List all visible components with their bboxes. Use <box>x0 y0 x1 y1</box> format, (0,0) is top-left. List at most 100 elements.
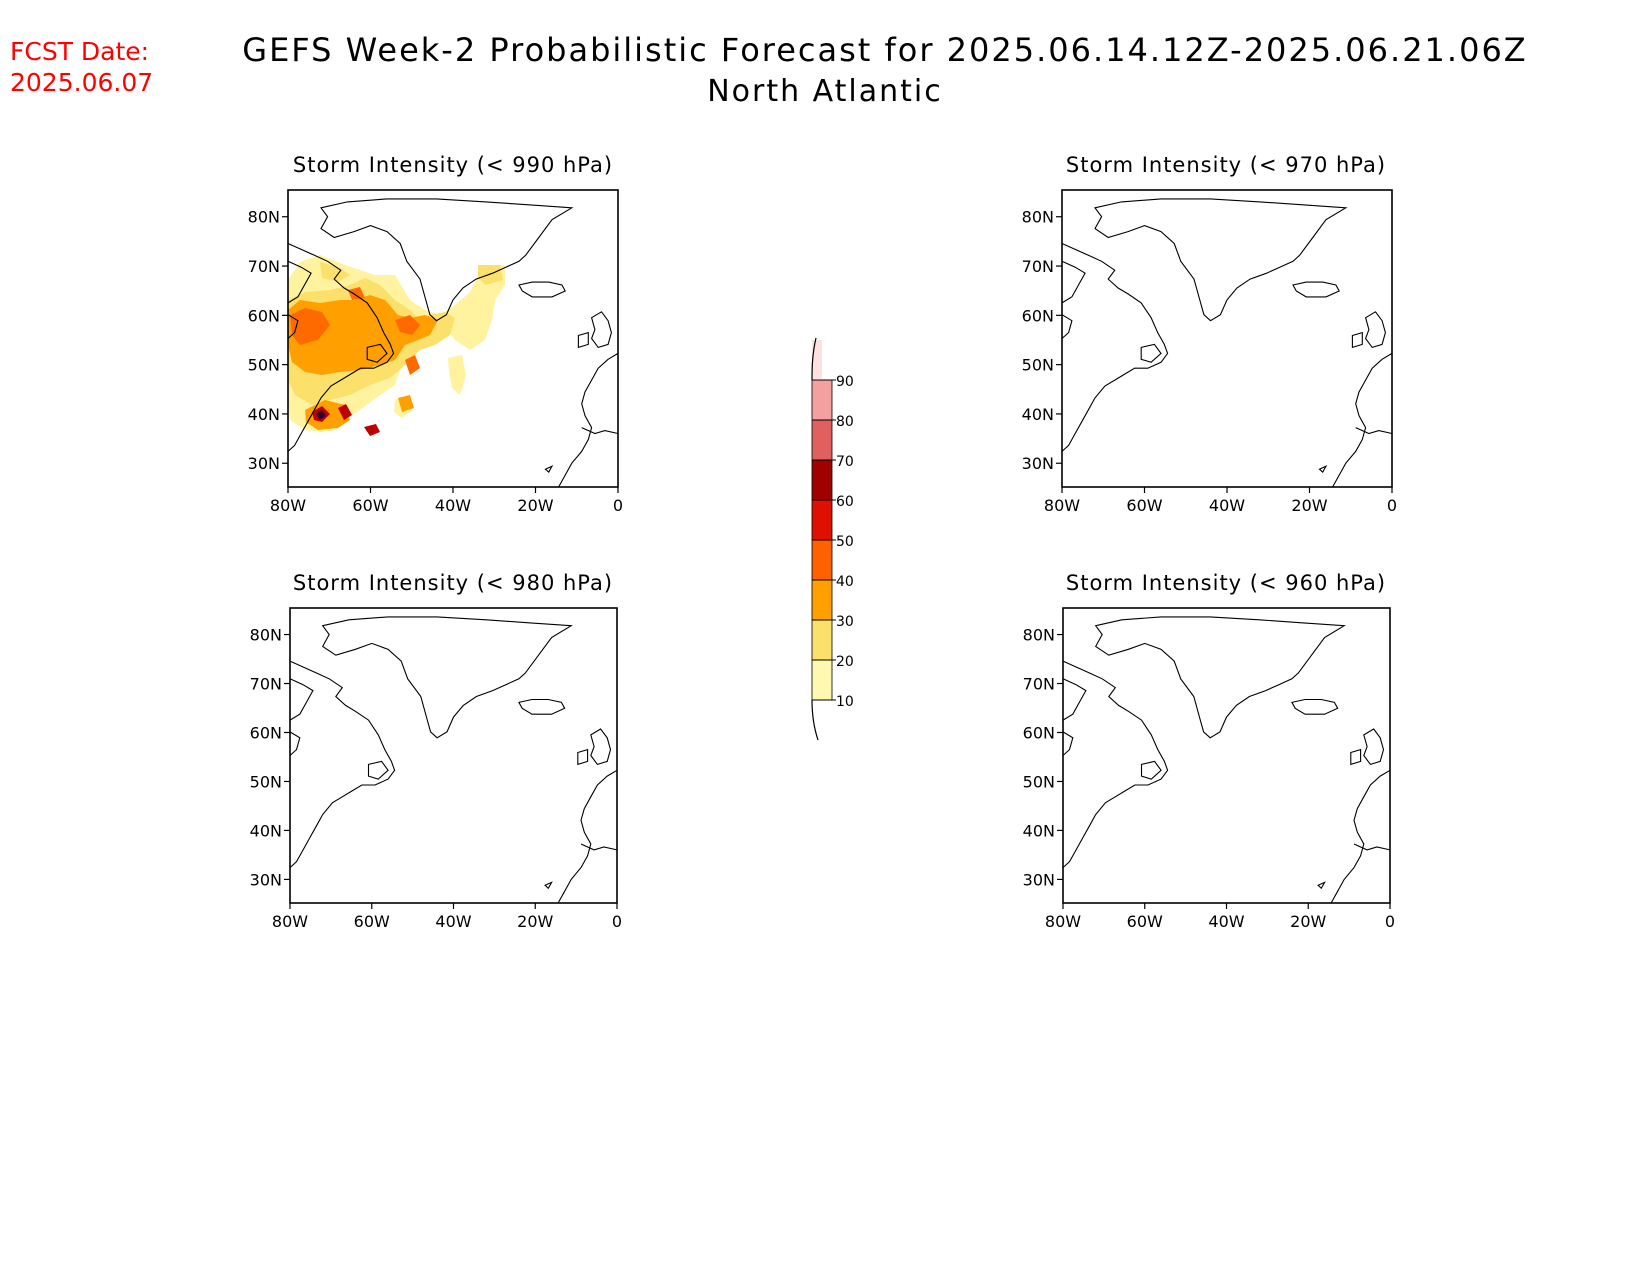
shade-red-2 <box>338 404 352 420</box>
lon-label: 20W <box>517 912 553 931</box>
lat-label: 60N <box>1022 306 1054 325</box>
lat-label: 50N <box>250 772 282 791</box>
colorbar-label: 90 <box>836 374 854 390</box>
coastline-europe <box>557 769 618 904</box>
lat-label: 40N <box>248 405 280 424</box>
map-panel-2: Storm Intensity (< 970 hPa) 80N 70N 60N 50N 4… <box>1022 153 1397 515</box>
colorbar-label: 60 <box>836 494 854 510</box>
coastline-iceland <box>1292 281 1340 298</box>
coastline-europe <box>1332 352 1393 488</box>
lat-label: 80N <box>1023 626 1055 645</box>
lon-label: 20W <box>1291 496 1327 515</box>
colorbar-box <box>812 420 832 460</box>
fcst-date: FCST Date: 2025.06.07 <box>10 36 153 98</box>
coastline-baffin <box>1061 260 1086 304</box>
colorbar: 10 20 30 40 50 60 70 80 90 <box>811 337 854 741</box>
coastline-britain <box>590 728 612 766</box>
coastline-hudson <box>287 314 299 339</box>
probability-shading <box>288 255 505 436</box>
map-panel-4: Storm Intensity (< 960 hPa) 80N 70N 60N 50N 4… <box>1023 571 1395 931</box>
colorbar-label: 80 <box>836 414 854 430</box>
coastline-greenland <box>320 198 574 322</box>
lat-label: 60N <box>248 306 280 325</box>
coastline-canaries <box>544 881 553 890</box>
colorbar-box <box>812 620 832 660</box>
coastlines <box>1062 616 1391 904</box>
coastline-greenland <box>1094 616 1346 739</box>
shade-light-blob-east <box>448 355 466 395</box>
fcst-date-label: FCST Date: <box>10 37 150 66</box>
lat-label: 40N <box>250 821 282 840</box>
coastline-baffin <box>1062 678 1087 721</box>
colorbar-box <box>812 460 832 500</box>
lon-label: 0 <box>613 496 623 515</box>
shade-red-3 <box>364 424 380 436</box>
coastline-newfoundland <box>367 760 389 780</box>
colorbar-label: 20 <box>836 654 854 670</box>
lon-label: 0 <box>612 912 622 931</box>
coastline-ireland <box>1351 331 1363 349</box>
lon-label: 80W <box>270 496 306 515</box>
colorbar-label: 70 <box>836 454 854 470</box>
colorbar-label: 50 <box>836 534 854 550</box>
map-frame <box>289 607 618 904</box>
map-panel-1: Storm Intensity (< 990 hPa) 80N 70N 60N 50N 4… <box>248 153 623 515</box>
colorbar-box <box>812 580 832 620</box>
lat-label: 40N <box>1023 821 1055 840</box>
map-frame <box>1062 607 1391 904</box>
panel-title: Storm Intensity (< 990 hPa) <box>293 153 613 177</box>
lat-label: 50N <box>1023 772 1055 791</box>
lat-label: 50N <box>248 356 280 375</box>
lon-label: 40W <box>1209 496 1245 515</box>
coastline-europe <box>1330 769 1391 904</box>
coastline-iceland <box>518 281 566 298</box>
coastline-iberia <box>1353 843 1391 851</box>
shade-dark-core-west <box>290 308 330 345</box>
coastline-newfoundland <box>1140 343 1162 363</box>
coastlines <box>1061 198 1393 488</box>
colorbar-label: 40 <box>836 574 854 590</box>
lon-label: 60W <box>354 912 390 931</box>
coastline-labrador <box>289 660 396 869</box>
lat-label: 30N <box>250 870 282 889</box>
lat-label: 40N <box>1022 405 1054 424</box>
coastline-baffin <box>287 260 312 304</box>
lon-label: 80W <box>1045 912 1081 931</box>
coastline-greenland <box>321 616 573 739</box>
lat-label: 60N <box>1023 723 1055 742</box>
coastline-canaries <box>544 465 554 473</box>
colorbar-box <box>812 540 832 580</box>
lon-label: 0 <box>1387 496 1397 515</box>
lat-label: 50N <box>1022 356 1054 375</box>
coastline-iceland <box>1291 698 1339 715</box>
coastline-newfoundland <box>366 343 388 363</box>
colorbar-top-arrow-edge <box>811 337 817 381</box>
colorbar-box <box>812 380 832 420</box>
lat-label: 30N <box>1023 870 1055 889</box>
coastline-canaries <box>1318 465 1328 473</box>
shade-yellow-ne <box>478 265 503 285</box>
shade-deep-1 <box>316 410 326 420</box>
lat-label: 30N <box>248 454 280 473</box>
lon-label: 80W <box>1044 496 1080 515</box>
shade-orange-region <box>288 295 438 375</box>
lat-label: 80N <box>1022 208 1054 227</box>
map-frame <box>1061 189 1393 488</box>
shade-dark-core-north <box>348 287 365 300</box>
lon-label: 20W <box>517 496 553 515</box>
coastline-greenland <box>1094 198 1348 322</box>
coastline-ireland <box>577 748 589 766</box>
lat-label: 80N <box>248 208 280 227</box>
lat-label: 60N <box>250 723 282 742</box>
coastlines <box>289 616 618 904</box>
colorbar-box <box>812 660 832 700</box>
coastline-iberia <box>580 843 618 851</box>
colorbar-label: 10 <box>836 694 854 710</box>
lon-label: 60W <box>1126 496 1162 515</box>
colorbar-box <box>812 500 832 540</box>
coastline-baffin <box>289 678 314 721</box>
shade-orange-coast-2 <box>398 395 414 412</box>
colorbar-bottom-arrow-edge <box>811 699 819 741</box>
coastline-britain <box>1364 311 1386 349</box>
